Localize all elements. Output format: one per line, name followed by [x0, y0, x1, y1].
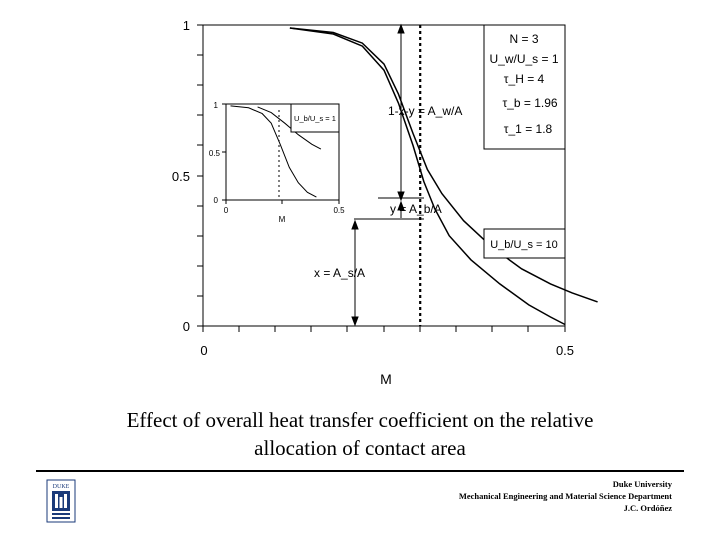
- parameter-box: [483, 24, 566, 150]
- x-tick-0: 0: [200, 343, 207, 358]
- inset-ticks: [222, 103, 340, 204]
- university-logo: DUKE: [46, 479, 76, 523]
- caption-line-1: Effect of overall heat transfer coeffici…: [126, 408, 594, 432]
- svg-text:DUKE: DUKE: [53, 484, 70, 490]
- param-line-2: U_w/U_s = 1: [489, 52, 558, 66]
- inset-legend-box: [290, 103, 340, 133]
- param-line-1: N = 3: [509, 32, 538, 46]
- x-tick-0-5: 0.5: [556, 343, 574, 358]
- inset-y-tick-1: 1: [214, 101, 219, 110]
- inset-x-tick-0-5: 0.5: [333, 206, 345, 215]
- param-line-4: τ_b = 1.96: [502, 96, 557, 110]
- inset-plot: U_b/U_s = 1 1 0.5 0 0 0.5 M: [209, 101, 345, 224]
- inset-y-tick-0-5: 0.5: [209, 149, 221, 158]
- caption-line-2: allocation of contact area: [254, 436, 466, 460]
- x-axis-label: M: [380, 371, 392, 387]
- footer-author: J.C. Ordóñez: [623, 503, 672, 513]
- footer-department: Mechanical Engineering and Material Scie…: [458, 491, 672, 501]
- footer-rule: [36, 470, 684, 472]
- footer-credits: Duke University Mechanical Engineering a…: [459, 478, 672, 514]
- y-tick-0-5: 0.5: [172, 169, 190, 184]
- label-aw: 1-x-y = A_w/A: [388, 104, 462, 118]
- ratio-text: U_b/U_s = 10: [490, 239, 558, 251]
- label-ab: y = A_b/A: [390, 202, 442, 216]
- y-tick-1: 1: [183, 18, 190, 33]
- ratio-box: [483, 228, 566, 259]
- parameter-lines: N = 3 U_w/U_s = 1 τ_H = 4 τ_b = 1.96 τ_1…: [489, 32, 558, 136]
- param-line-3: τ_H = 4: [504, 72, 545, 86]
- main-curves: [289, 27, 598, 326]
- inset-x-tick-0: 0: [224, 206, 229, 215]
- inset-legend: U_b/U_s = 1: [294, 114, 336, 123]
- curve-1: [230, 105, 317, 198]
- inset-y-tick-0: 0: [214, 196, 219, 205]
- inset-x-label: M: [279, 215, 286, 224]
- dimension-arrows: [351, 23, 424, 327]
- label-as: x = A_s/A: [314, 266, 365, 280]
- curve-2: [289, 27, 598, 303]
- main-y-minor-ticks: [197, 24, 203, 327]
- footer-university: Duke University: [612, 479, 672, 489]
- y-tick-0: 0: [183, 319, 190, 334]
- param-line-5: τ_1 = 1.8: [504, 122, 553, 136]
- curve-1: [289, 27, 566, 326]
- main-x-minor-ticks: [202, 326, 566, 332]
